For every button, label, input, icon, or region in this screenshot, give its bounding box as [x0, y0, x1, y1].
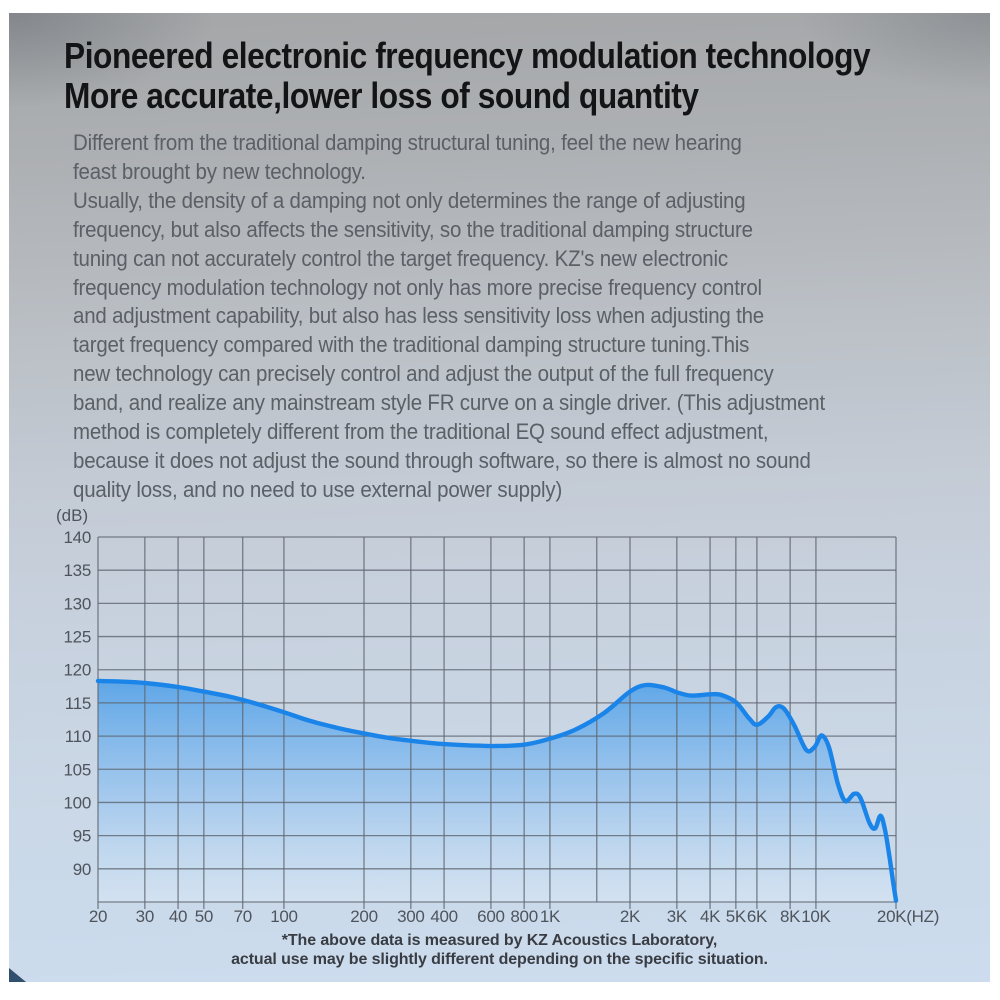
- body-text-line: Usually, the density of a damping not on…: [73, 187, 746, 213]
- headline-line-2: More accurate,lower loss of sound quanti…: [64, 75, 699, 116]
- footnote: *The above data is measured by KZ Acoust…: [9, 932, 990, 969]
- body-text-line: quality loss, and no need to use externa…: [73, 476, 563, 502]
- body-text-line: target frequency compared with the tradi…: [73, 332, 750, 358]
- corner-accent-shape: [9, 968, 26, 982]
- body-text-line: frequency, but also affects the sensitiv…: [73, 216, 753, 242]
- body-text-line: frequency modulation technology not only…: [73, 274, 762, 300]
- footnote-line-2: actual use may be slightly different dep…: [231, 950, 768, 968]
- body-text-line: Different from the traditional damping s…: [73, 130, 742, 155]
- body-text-line: new technology can precisely control and…: [73, 361, 774, 387]
- body-text-line: tuning can not accurately control the ta…: [73, 245, 728, 271]
- body-text-line: and adjustment capability, but also has …: [73, 303, 765, 329]
- headline-line-1: Pioneered electronic frequency modulatio…: [64, 35, 871, 76]
- body-text-line: method is completely different from the …: [73, 419, 769, 445]
- body-text-line: band, and realize any mainstream style F…: [73, 390, 825, 416]
- headline: Pioneered electronic frequency modulatio…: [64, 35, 871, 116]
- body-paragraph: Different from the traditional damping s…: [73, 129, 825, 505]
- footnote-line-1: *The above data is measured by KZ Acoust…: [281, 932, 718, 949]
- body-text-line: feast brought by new technology.: [73, 158, 366, 184]
- body-text-line: because it does not adjust the sound thr…: [73, 447, 811, 473]
